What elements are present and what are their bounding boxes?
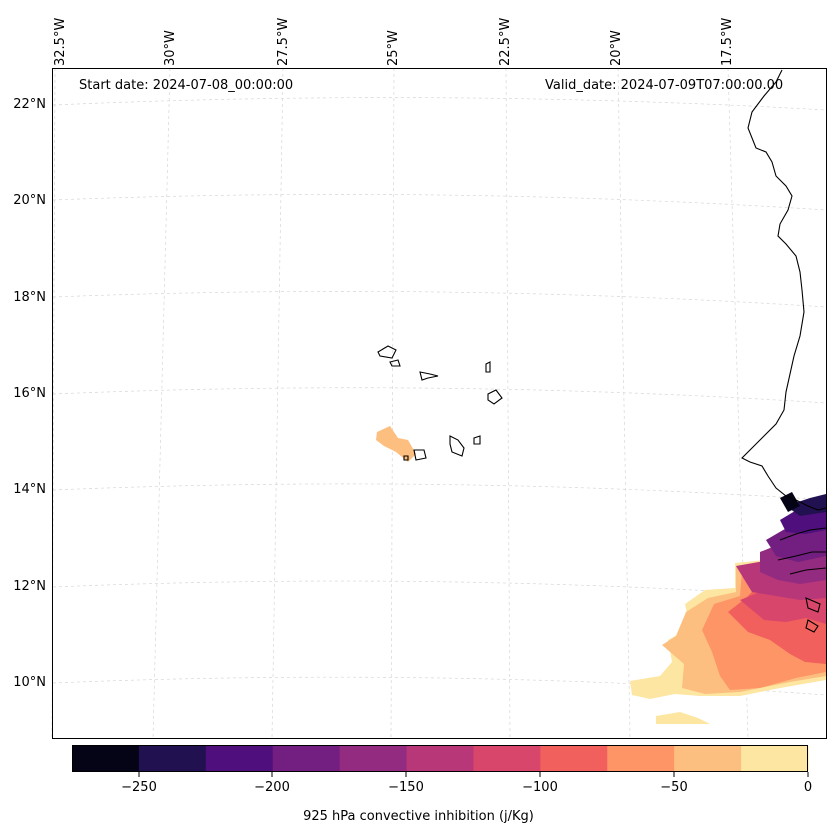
cin-contour-12 [376, 426, 416, 462]
guinea-bissau-islands [805, 597, 821, 633]
cape-verde-boa-vista [487, 389, 503, 405]
colorbar [72, 746, 809, 771]
gambia-senegal-coast [777, 527, 827, 575]
cape-verde-sao-nicolau [419, 371, 439, 381]
lon-label-17-5w: 17.5°W [720, 17, 735, 66]
colorbar-swatch [205, 746, 274, 771]
cape-verde-santiago [449, 435, 465, 457]
lon-label-22-5w: 22.5°W [498, 17, 513, 66]
colorbar-swatch [607, 746, 675, 771]
colorbar-tick-label: −250 [121, 780, 157, 795]
lat-label-18n: 18°N [13, 290, 46, 305]
cape-verde-fogo [413, 449, 427, 461]
colorbar-tick-label: −150 [388, 780, 424, 795]
colorbar-tick-label: −200 [254, 780, 290, 795]
colorbar-swatch [138, 746, 207, 771]
colorbar-swatch [72, 746, 140, 771]
valid-date-label: Valid_date: 2024-07-09T07:00:00.00 [545, 78, 784, 93]
colorbar-title: 925 hPa convective inhibition (j/Kg) [303, 809, 534, 824]
africa-coastline [741, 69, 827, 511]
colorbar-swatch [540, 746, 608, 771]
coastlines [377, 69, 827, 633]
colorbar-border [72, 745, 808, 772]
colorbar-swatch [339, 746, 408, 771]
lon-label-25w: 25°W [386, 30, 401, 66]
lat-label-12n: 12°N [13, 579, 46, 594]
lat-label-16n: 16°N [13, 386, 46, 401]
lon-label-20w: 20°W [609, 30, 624, 66]
map-plot-area [51, 67, 827, 739]
colorbar-swatch [473, 746, 541, 771]
cin-contours [376, 426, 826, 724]
colorbar-swatch [406, 746, 474, 771]
colorbar-tick-label: 0 [803, 780, 813, 795]
lat-label-20n: 20°N [13, 193, 46, 208]
colorbar-tick-label: −50 [660, 780, 688, 795]
cape-verde-maio [473, 435, 481, 445]
colorbar-ticks [138, 772, 809, 777]
colorbar-swatch [272, 746, 341, 771]
colorbar-swatch [741, 746, 809, 771]
cape-verde-brava [403, 455, 409, 461]
start-date-label: Start date: 2024-07-08_00:00:00 [79, 78, 294, 93]
lat-label-10n: 10°N [13, 675, 46, 690]
colorbar-swatch [674, 746, 742, 771]
lon-label-27-5w: 27.5°W [276, 17, 291, 66]
cape-verde-santo-antao [377, 345, 397, 359]
map-border [52, 68, 827, 739]
cape-verde-sao-vicente [389, 359, 401, 367]
lon-label-32-5w: 32.5°W [53, 17, 68, 66]
cin-contour-10 [780, 492, 800, 512]
lat-label-22n: 22°N [13, 97, 46, 112]
cape-verde-sal [485, 361, 491, 373]
cin-contour-11 [656, 712, 710, 724]
lon-label-30w: 30°W [163, 30, 178, 66]
colorbar-tick-label: −100 [522, 780, 558, 795]
lat-label-14n: 14°N [13, 482, 46, 497]
